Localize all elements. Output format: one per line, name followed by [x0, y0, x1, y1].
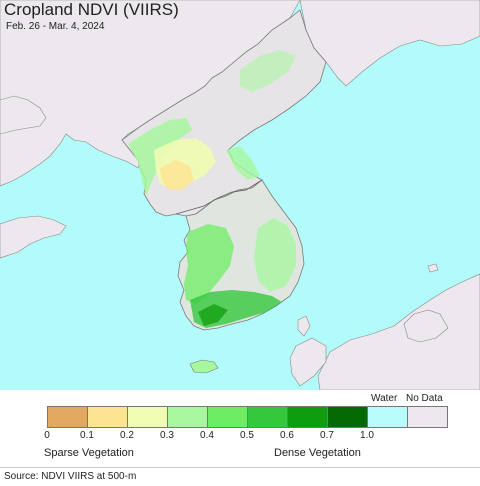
legend-swatch-3 [167, 406, 208, 428]
legend-sparse-label: Sparse Vegetation [44, 447, 134, 459]
japan-northwest [403, 309, 449, 343]
shandong-peninsula [0, 215, 67, 259]
source-text: Source: NDVI VIIRS at 500-m [4, 471, 137, 482]
ulleung-islet [427, 263, 439, 273]
legend-tick-8: 1.0 [360, 430, 374, 441]
sk-veg-east [254, 218, 296, 292]
japan-kyushu [289, 337, 327, 387]
legend-swatch-9 [407, 406, 448, 428]
japan-honshu [317, 273, 480, 390]
legend-tick-1: 0.1 [80, 430, 94, 441]
legend-swatch-2 [127, 406, 168, 428]
liaodong-peninsula [0, 95, 47, 135]
nk-north-veg [240, 50, 296, 92]
legend-tick-4: 0.4 [200, 430, 214, 441]
footer: Source: NDVI VIIRS at 500-m [0, 467, 480, 486]
legend-tick-0: 0 [44, 430, 50, 441]
jeju-island [189, 359, 219, 374]
nk-dry [160, 160, 194, 190]
legend-nodata-label: No Data [406, 393, 443, 404]
legend-swatch-7 [327, 406, 368, 428]
legend-swatch-1 [87, 406, 128, 428]
legend-tick-6: 0.6 [280, 430, 294, 441]
legend-swatch-8 [367, 406, 408, 428]
legend-tick-3: 0.3 [160, 430, 174, 441]
legend: Water No Data Sparse Vegetation Dense Ve… [0, 390, 480, 465]
map-subtitle: Feb. 26 - Mar. 4, 2024 [6, 21, 105, 32]
legend-tick-2: 0.2 [120, 430, 134, 441]
map [0, 0, 480, 390]
nk-east-veg [226, 146, 260, 180]
legend-swatch-0 [47, 406, 88, 428]
dmz-line [175, 179, 263, 215]
legend-water-label: Water [371, 393, 398, 404]
legend-tick-5: 0.5 [240, 430, 254, 441]
legend-swatch-5 [247, 406, 288, 428]
tsushima-island [297, 315, 311, 337]
map-title: Cropland NDVI (VIIRS) [4, 0, 179, 19]
legend-tick-7: 0.7 [320, 430, 334, 441]
legend-dense-label: Dense Vegetation [274, 447, 361, 459]
legend-swatch-4 [207, 406, 248, 428]
sk-veg-west [184, 224, 234, 304]
legend-swatch-6 [287, 406, 328, 428]
sk-dense [198, 304, 228, 326]
